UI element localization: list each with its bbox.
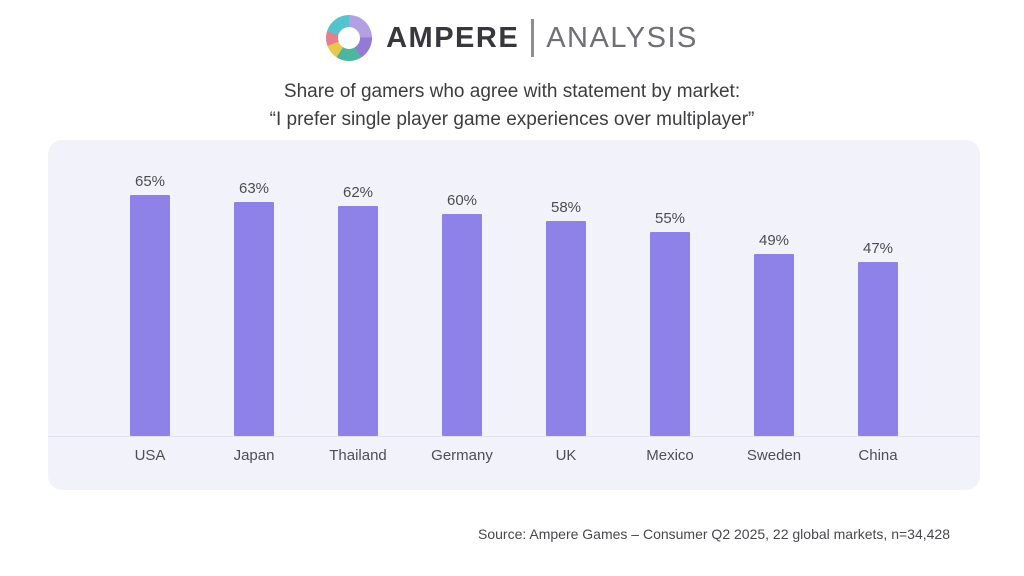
bar-column-thailand: 62% (306, 140, 410, 436)
category-label-uk: UK (555, 447, 577, 464)
logo: AMPERE ANALYSIS (0, 14, 1024, 62)
donut-chart-icon (326, 15, 373, 61)
brand-name: AMPERE (386, 21, 520, 54)
bar-column-sweden: 49% (722, 140, 826, 436)
category-label-japan: Japan (233, 447, 275, 464)
category-labels: USA Japan Thailand Germany UK Mexico Swe… (48, 438, 980, 464)
bar-value-label: 55% (654, 210, 686, 227)
bar-germany (442, 214, 482, 436)
category-label-thailand: Thailand (329, 447, 387, 464)
brand-divider (531, 19, 535, 57)
bar-column-china: 47% (826, 140, 930, 436)
bar-column-mexico: 55% (618, 140, 722, 436)
bars-area: 65% 63% 62% 60% 58% 55% (48, 140, 980, 437)
bar-value-label: 47% (862, 240, 894, 257)
source-note: Source: Ampere Games – Consumer Q2 2025,… (478, 526, 950, 542)
category-label-sweden: Sweden (746, 447, 802, 464)
bar-column-germany: 60% (410, 140, 514, 436)
bar-value-label: 62% (342, 184, 374, 201)
bar-value-label: 58% (550, 199, 582, 216)
bar-column-japan: 63% (202, 140, 306, 436)
category-label-mexico: Mexico (646, 447, 694, 464)
chart-panel: 65% 63% 62% 60% 58% 55% (48, 140, 980, 490)
bar-sweden (754, 254, 794, 436)
bar-value-label: 63% (238, 180, 270, 197)
chart-title: Share of gamers who agree with statement… (0, 78, 1024, 134)
category-label-usa: USA (134, 447, 166, 464)
brand-suffix: ANALYSIS (546, 21, 698, 54)
bar-value-label: 65% (134, 173, 166, 190)
category-label-china: China (858, 447, 898, 464)
brand-text: AMPERE ANALYSIS (386, 19, 698, 57)
category-label-germany: Germany (431, 447, 493, 464)
bar-column-usa: 65% (98, 140, 202, 436)
chart-title-line1: Share of gamers who agree with statement… (283, 81, 741, 102)
bar-china (858, 262, 898, 436)
bar-value-label: 49% (758, 232, 790, 249)
bar-value-label: 60% (446, 192, 478, 209)
bar-japan (234, 202, 274, 436)
bar-usa (130, 195, 170, 436)
chart-title-line2: “I prefer single player game experiences… (269, 109, 755, 130)
bar-thailand (338, 206, 378, 436)
bar-mexico (650, 232, 690, 436)
bar-column-uk: 58% (514, 140, 618, 436)
bar-uk (546, 221, 586, 436)
